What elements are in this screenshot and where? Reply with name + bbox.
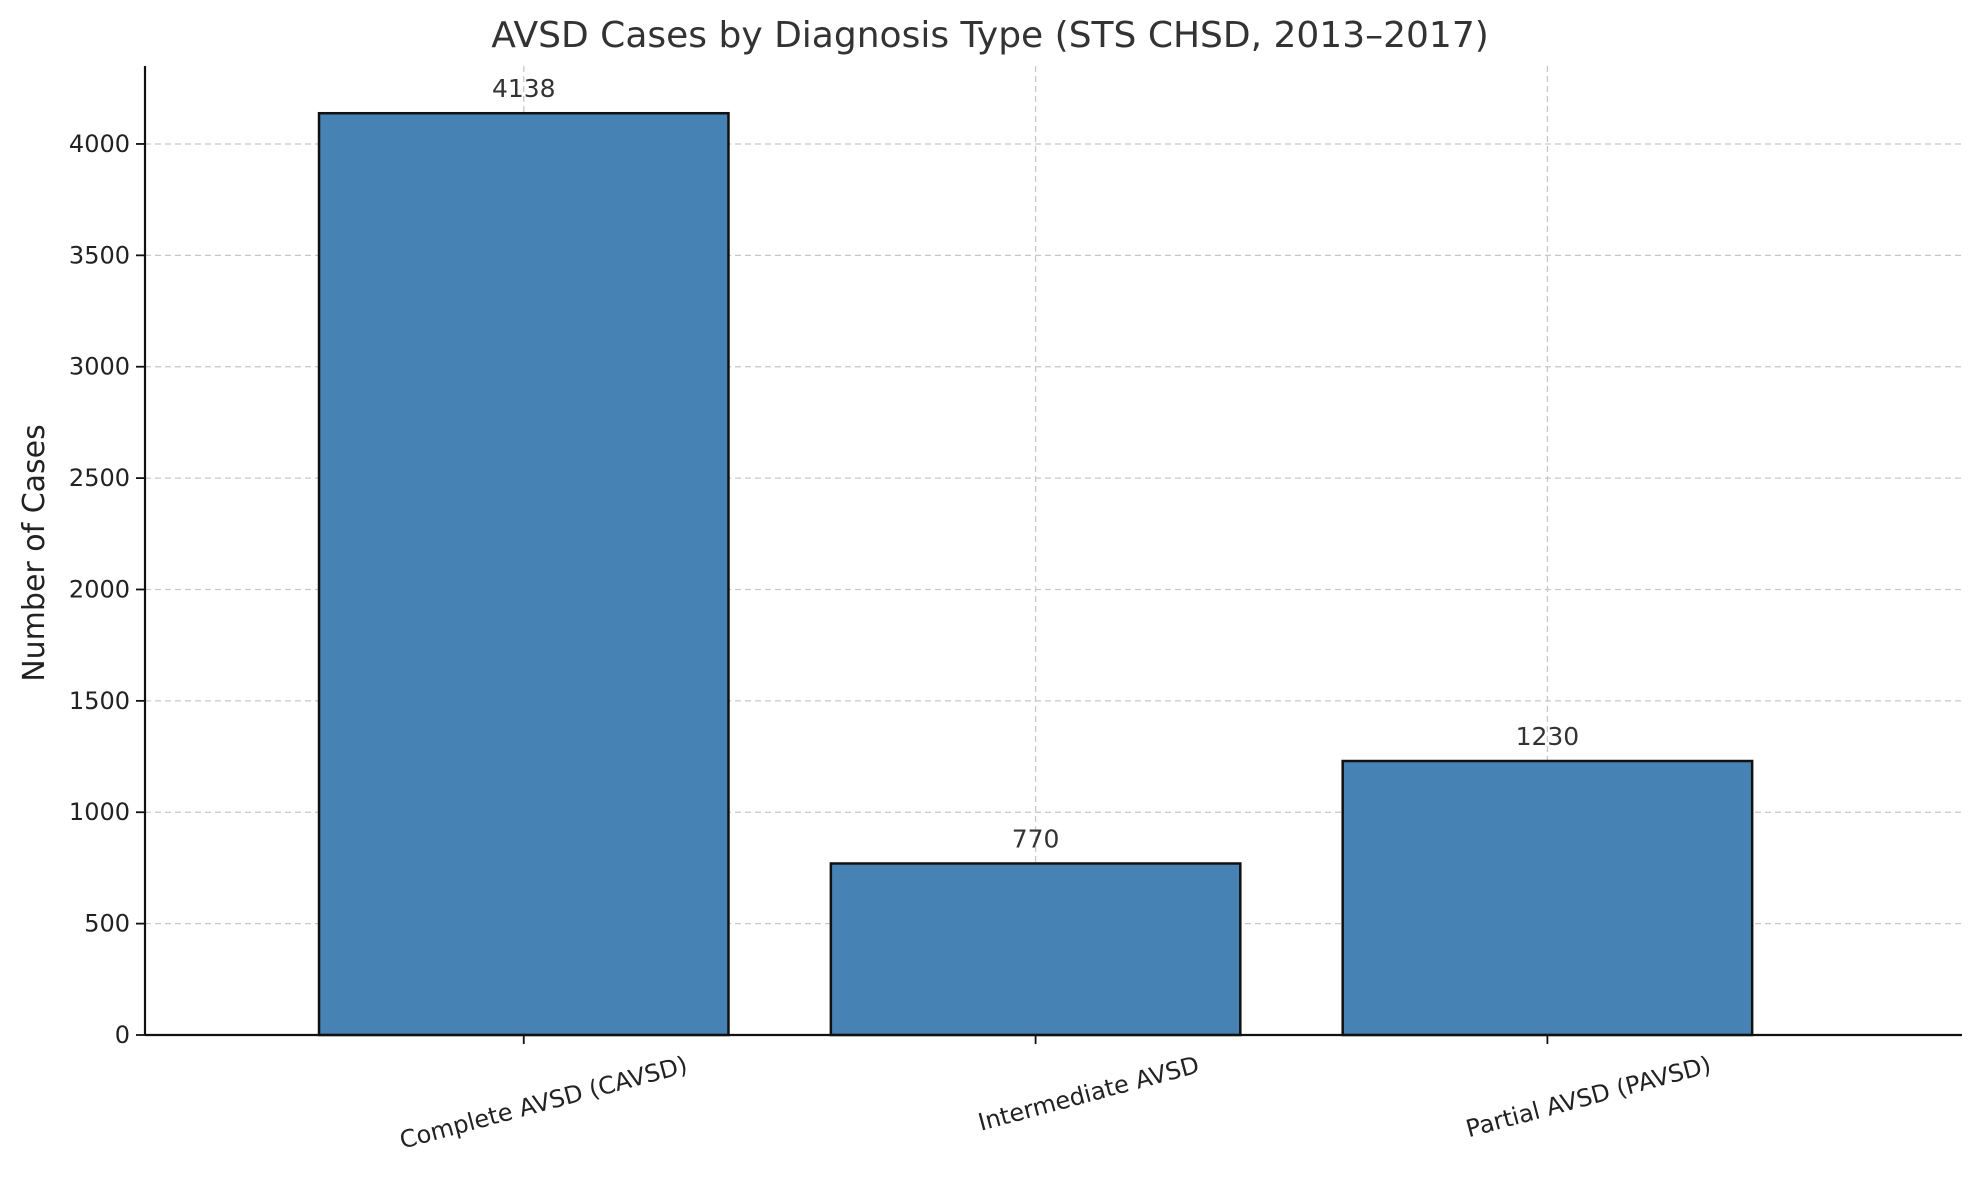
x-tick-label: Partial AVSD (PAVSD): [1463, 1051, 1714, 1143]
y-tick-label: 1000: [69, 798, 130, 826]
bar-value-label: 1230: [1516, 722, 1580, 751]
bar: [317, 111, 730, 1037]
y-tick-label: 1500: [69, 687, 130, 715]
y-tick-label: 4000: [69, 130, 130, 158]
y-axis-label: Number of Cases: [17, 424, 52, 682]
y-tick-label: 0: [115, 1021, 130, 1049]
y-tick-label: 2000: [69, 575, 130, 603]
bars: [317, 111, 1754, 1037]
x-tick-label: Intermediate AVSD: [975, 1051, 1202, 1137]
data-labels: 4138 770 1230: [492, 74, 1579, 853]
bar: [1341, 759, 1754, 1037]
y-ticks: 0 500 1000 1500 2000 2500 3000 3500 4000: [69, 130, 145, 1049]
y-tick-label: 3000: [69, 353, 130, 381]
chart-title: AVSD Cases by Diagnosis Type (STS CHSD, …: [491, 15, 1489, 56]
axes: [143, 66, 1962, 1037]
y-tick-label: 2500: [69, 464, 130, 492]
y-tick-label: 3500: [69, 241, 130, 269]
bar: [829, 862, 1242, 1037]
bar-value-label: 4138: [492, 74, 556, 103]
y-tick-label: 500: [84, 910, 130, 938]
x-ticks: Complete AVSD (CAVSD) Intermediate AVSD Pa…: [397, 1035, 1714, 1155]
bar-value-label: 770: [1012, 824, 1060, 853]
x-tick-label: Complete AVSD (CAVSD): [397, 1051, 691, 1155]
